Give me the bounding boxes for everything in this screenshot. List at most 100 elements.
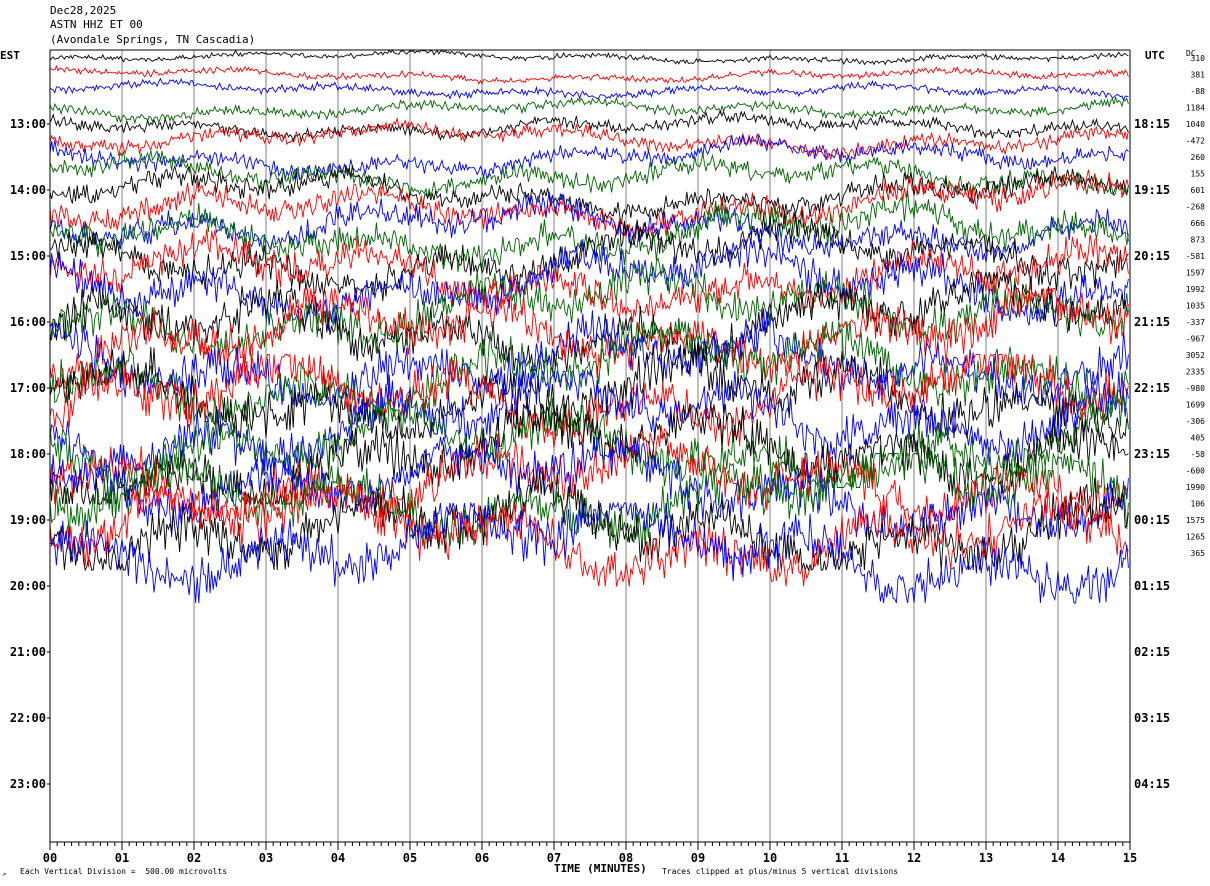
axis-layer (47, 49, 1131, 850)
dc-offset-value: -600 (1186, 467, 1205, 476)
seismic-trace (49, 209, 1129, 302)
dc-offset-value: 1035 (1186, 302, 1205, 311)
seismic-trace (49, 149, 1129, 199)
x-tick-label: 10 (763, 851, 777, 865)
dc-offset-value: -58 (1191, 450, 1206, 459)
x-tick-label: 03 (259, 851, 273, 865)
dc-offset-value: 1575 (1186, 516, 1205, 525)
label-layer: 00 01 02 03 04 05 06 07 08 09 10 11 12 13 14 15 13:00 14:… (10, 54, 1205, 865)
seismic-trace (49, 228, 1129, 323)
x-tick-label: 14 (1051, 851, 1065, 865)
right-hour-label: 22:15 (1134, 381, 1170, 395)
right-hour-label: 01:15 (1134, 579, 1170, 593)
station-location: (Avondale Springs, TN Cascadia) (50, 33, 256, 46)
seismic-trace (49, 238, 1129, 332)
left-hour-label: 21:00 (10, 645, 46, 659)
x-tick-label: 07 (547, 851, 561, 865)
dc-offset-value: -980 (1186, 384, 1205, 393)
scale-note: Each Vertical Division = 500.00 microvol… (20, 867, 228, 876)
x-tick-label: 08 (619, 851, 633, 865)
x-tick-label: 05 (403, 851, 417, 865)
dc-offset-value: 873 (1191, 236, 1206, 245)
seismic-trace (49, 402, 1129, 506)
left-hour-label: 14:00 (10, 183, 46, 197)
dc-offset-value: 1992 (1186, 285, 1205, 294)
dc-offset-value: -581 (1186, 252, 1205, 261)
left-hour-label: 16:00 (10, 315, 46, 329)
seismic-trace (49, 353, 1129, 450)
seismic-trace (50, 501, 1129, 604)
x-tick-label: 15 (1123, 851, 1137, 865)
dc-offset-value: 405 (1191, 434, 1206, 443)
x-tick-label: 04 (331, 851, 345, 865)
dc-offset-value: 155 (1191, 170, 1206, 179)
seismic-trace (49, 469, 1129, 572)
x-tick-label: 00 (43, 851, 57, 865)
dc-offset-value: 365 (1191, 549, 1206, 558)
seismic-trace (49, 117, 1129, 161)
right-hour-label: 00:15 (1134, 513, 1170, 527)
right-hour-label: 20:15 (1134, 249, 1170, 263)
seismic-trace (49, 485, 1129, 587)
station-code: ASTN HHZ ET 00 (50, 18, 143, 31)
dc-offset-value: 3052 (1186, 351, 1205, 360)
dc-offset-value: 1184 (1186, 104, 1205, 113)
seismic-trace (49, 132, 1129, 181)
left-hour-label: 18:00 (10, 447, 46, 461)
seismic-trace (49, 77, 1129, 102)
dc-offset-value: 106 (1191, 500, 1206, 509)
right-hour-label: 21:15 (1134, 315, 1170, 329)
x-tick-label: 12 (907, 851, 921, 865)
seismic-trace (49, 436, 1129, 539)
seismic-trace (49, 96, 1129, 125)
right-hour-label: 23:15 (1134, 447, 1170, 461)
dc-offset-value: -268 (1186, 203, 1205, 212)
dc-offset-value: 1699 (1186, 401, 1205, 410)
left-timezone-label: EST (0, 49, 20, 62)
corner-mark: ↗ (2, 870, 7, 878)
x-tick-label: 11 (835, 851, 849, 865)
dc-offset-value: -967 (1186, 335, 1205, 344)
x-axis-title: TIME (MINUTES) (554, 862, 647, 875)
x-tick-label: 06 (475, 851, 489, 865)
right-hour-label: 03:15 (1134, 711, 1170, 725)
clip-note: Traces clipped at plus/minus 5 vertical … (662, 867, 899, 876)
record-date: Dec28,2025 (50, 4, 117, 17)
x-tick-label: 09 (691, 851, 705, 865)
seismic-trace (49, 257, 1129, 357)
dc-offset-value: -472 (1186, 137, 1205, 146)
x-tick-label: 13 (979, 851, 993, 865)
dc-offset-value: 1040 (1186, 120, 1205, 129)
x-tick-label: 01 (115, 851, 129, 865)
dc-offset-value: -88 (1191, 87, 1206, 96)
dc-offset-value: -337 (1186, 318, 1205, 327)
left-hour-label: 17:00 (10, 381, 46, 395)
left-hour-label: 13:00 (10, 117, 46, 131)
dc-offset-header: DC (1186, 49, 1196, 58)
dc-offset-value: 381 (1191, 71, 1206, 80)
seismic-trace (49, 49, 1129, 66)
seismic-trace (49, 190, 1129, 277)
seismic-trace (49, 453, 1129, 550)
left-hour-label: 15:00 (10, 249, 46, 263)
seismic-trace (49, 308, 1129, 407)
seismic-trace (49, 169, 1129, 240)
left-hour-label: 23:00 (10, 777, 46, 791)
dc-offset-value: 601 (1191, 186, 1206, 195)
seismic-trace (49, 286, 1129, 390)
right-hour-label: 18:15 (1134, 117, 1170, 131)
right-hour-label: 04:15 (1134, 777, 1170, 791)
dc-offset-value: 666 (1191, 219, 1206, 228)
right-timezone-label: UTC (1145, 49, 1165, 62)
left-hour-label: 22:00 (10, 711, 46, 725)
seismic-trace (49, 339, 1129, 440)
left-hour-label: 20:00 (10, 579, 46, 593)
left-hour-label: 19:00 (10, 513, 46, 527)
dc-offset-value: -306 (1186, 417, 1205, 426)
trace-layer (49, 49, 1129, 604)
right-hour-label: 02:15 (1134, 645, 1170, 659)
dc-offset-value: 1597 (1186, 269, 1205, 278)
dc-offset-value: 2335 (1186, 368, 1205, 377)
right-hour-label: 19:15 (1134, 183, 1170, 197)
